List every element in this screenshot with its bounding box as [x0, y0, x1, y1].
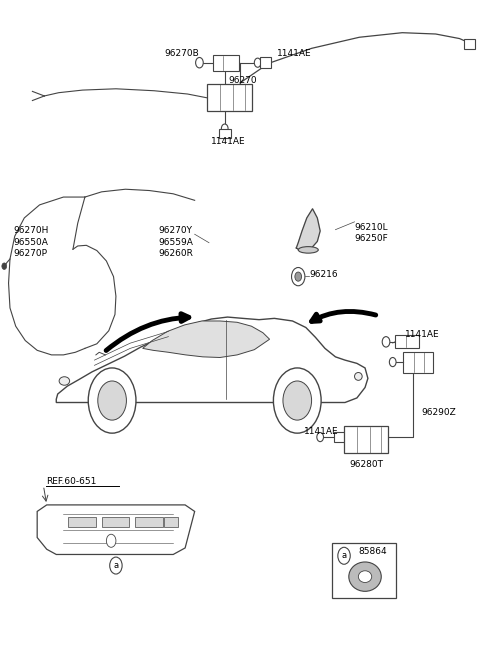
Text: 96210L
96250F: 96210L 96250F — [355, 223, 388, 243]
Text: 96270Y
96559A
96260R: 96270Y 96559A 96260R — [159, 227, 194, 257]
FancyBboxPatch shape — [344, 426, 388, 453]
Circle shape — [110, 557, 122, 574]
Circle shape — [98, 381, 126, 420]
Circle shape — [382, 337, 390, 347]
Circle shape — [291, 267, 305, 286]
FancyBboxPatch shape — [207, 84, 252, 111]
Circle shape — [295, 272, 301, 281]
FancyBboxPatch shape — [403, 352, 433, 373]
Circle shape — [254, 58, 261, 67]
Bar — [68, 517, 96, 527]
Text: 1141AE: 1141AE — [304, 427, 339, 436]
Polygon shape — [56, 317, 368, 403]
Bar — [164, 517, 178, 527]
Bar — [135, 517, 163, 527]
Ellipse shape — [355, 373, 362, 381]
Bar — [102, 517, 129, 527]
Text: 96216: 96216 — [309, 269, 338, 278]
FancyBboxPatch shape — [332, 543, 396, 597]
Polygon shape — [37, 505, 195, 555]
Circle shape — [338, 548, 350, 564]
Ellipse shape — [349, 562, 381, 591]
Circle shape — [221, 124, 228, 133]
Text: 85864: 85864 — [359, 548, 387, 556]
FancyBboxPatch shape — [334, 432, 349, 442]
FancyBboxPatch shape — [464, 39, 475, 49]
Text: 1141AE: 1141AE — [405, 329, 439, 339]
FancyBboxPatch shape — [260, 58, 271, 68]
Ellipse shape — [359, 571, 372, 582]
Circle shape — [88, 368, 136, 433]
Text: 96280T: 96280T — [350, 460, 384, 469]
Text: a: a — [113, 561, 119, 570]
Circle shape — [283, 381, 312, 420]
FancyBboxPatch shape — [395, 335, 419, 348]
Circle shape — [2, 263, 7, 269]
Ellipse shape — [59, 377, 70, 385]
Circle shape — [317, 432, 324, 441]
Text: 96270H
96550A
96270P: 96270H 96550A 96270P — [13, 227, 48, 257]
Polygon shape — [296, 209, 320, 251]
Text: 96270B: 96270B — [165, 49, 199, 58]
Circle shape — [389, 358, 396, 367]
Circle shape — [274, 368, 321, 433]
FancyBboxPatch shape — [213, 55, 239, 71]
Circle shape — [107, 534, 116, 548]
Polygon shape — [143, 321, 270, 358]
Text: REF.60-651: REF.60-651 — [46, 477, 96, 486]
Text: a: a — [341, 552, 347, 560]
FancyArrowPatch shape — [312, 311, 376, 322]
Text: 96290Z: 96290Z — [421, 408, 456, 417]
FancyBboxPatch shape — [218, 129, 231, 138]
Text: 1141AE: 1141AE — [277, 49, 312, 58]
Text: 96270: 96270 — [228, 77, 257, 85]
Text: 1141AE: 1141AE — [211, 137, 246, 146]
FancyArrowPatch shape — [106, 314, 189, 350]
Circle shape — [196, 58, 203, 68]
Ellipse shape — [298, 247, 318, 253]
